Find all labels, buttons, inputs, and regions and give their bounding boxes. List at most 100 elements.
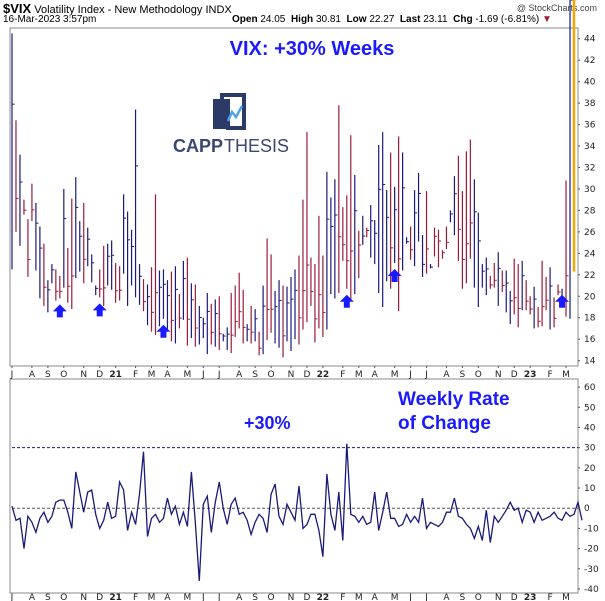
chg-value: -1.69 (-6.81%) bbox=[475, 14, 540, 25]
x-tick-label-lower: M bbox=[562, 593, 570, 601]
roc-tick-label: 10 bbox=[584, 484, 596, 494]
roc-tick-label: 0 bbox=[584, 504, 590, 514]
credit: @ StockCharts.com bbox=[516, 3, 597, 13]
last-value: 23.11 bbox=[423, 14, 448, 25]
x-tick-label-lower: S bbox=[45, 593, 51, 601]
x-tick-label-lower: M bbox=[183, 593, 191, 601]
up-arrow-icon bbox=[92, 303, 107, 317]
open-label: Open bbox=[232, 14, 258, 25]
price-tick-label: 30 bbox=[584, 185, 596, 195]
price-panel bbox=[9, 27, 579, 367]
x-tick-label: J bbox=[408, 370, 412, 380]
quote-line: Open 24.05 High 30.81 Low 22.27 Last 23.… bbox=[232, 14, 552, 25]
x-tick-label: A bbox=[164, 370, 171, 380]
low-label: Low bbox=[346, 14, 367, 25]
up-arrow-icon bbox=[555, 294, 570, 308]
roc-tick-label: -40 bbox=[584, 585, 599, 595]
price-tick-label: 28 bbox=[584, 206, 596, 216]
x-tick-label-lower: N bbox=[495, 593, 502, 601]
x-tick-label: M bbox=[355, 370, 363, 380]
x-tick-label: 22 bbox=[317, 370, 330, 380]
logo-text-a: CAPP bbox=[173, 136, 223, 156]
x-tick-label: M bbox=[148, 370, 156, 380]
exchange: INDX bbox=[205, 4, 232, 16]
x-tick-label-lower: S bbox=[252, 593, 258, 601]
plus30-label: +30% bbox=[244, 413, 291, 433]
x-tick-label: A bbox=[236, 370, 243, 380]
roc-axis: -40 -30 -20 -10 0 10 20 30 40 50 60 bbox=[578, 383, 599, 595]
price-tick-label: 40 bbox=[584, 78, 596, 88]
roc-tick-label: -20 bbox=[584, 545, 599, 555]
x-tick-label-lower: A bbox=[236, 593, 243, 601]
logo-mark-frame bbox=[220, 93, 246, 130]
logo-text-b: THESIS bbox=[224, 136, 289, 156]
x-tick-label-lower: J bbox=[10, 593, 14, 601]
x-tick-label: 21 bbox=[109, 370, 122, 380]
up-arrow-icon bbox=[387, 268, 402, 282]
header-line1: $VIX Volatility Index - New Methodology … bbox=[3, 1, 232, 16]
x-tick-label: M bbox=[391, 370, 399, 380]
low-value: 22.27 bbox=[369, 14, 395, 25]
x-tick-label-lower: A bbox=[372, 593, 379, 601]
symbol: $VIX bbox=[3, 1, 32, 16]
roc-series bbox=[11, 443, 583, 581]
price-tick-label: 36 bbox=[584, 121, 596, 131]
x-tick-label-lower: O bbox=[60, 593, 67, 601]
roc-tick-label: -30 bbox=[584, 565, 599, 575]
x-tick-label: S bbox=[45, 370, 51, 380]
x-tick-label: M bbox=[183, 370, 191, 380]
roc-tick-label: 60 bbox=[584, 383, 596, 393]
x-tick-label: N bbox=[80, 370, 87, 380]
x-tick-label: O bbox=[268, 370, 275, 380]
x-tick-label-lower: F bbox=[340, 593, 345, 601]
x-tick-label-lower: 23 bbox=[524, 593, 537, 601]
price-tick-label: 16 bbox=[584, 335, 596, 345]
x-tick-label-lower: A bbox=[443, 593, 450, 601]
x-tick-label-lower: F bbox=[133, 593, 138, 601]
main-title: VIX: +30% Weeks bbox=[230, 38, 395, 60]
x-tick-label-lower: M bbox=[148, 593, 156, 601]
x-tick-label: J bbox=[10, 370, 14, 380]
x-tick-label-lower: O bbox=[475, 593, 482, 601]
high-value: 30.81 bbox=[315, 14, 341, 25]
price-tick-label: 42 bbox=[584, 56, 595, 66]
price-tick-label: 26 bbox=[584, 228, 596, 238]
x-tick-label-lower: J bbox=[217, 593, 221, 601]
index-name: Volatility Index - New Methodology bbox=[34, 4, 203, 16]
x-tick-label: J bbox=[201, 370, 205, 380]
arrows bbox=[52, 268, 570, 338]
high-label: High bbox=[290, 14, 314, 25]
x-axis: JJAASSOONNDD2121FFMMAAMMJJJJAASSOONNDD22… bbox=[10, 366, 570, 601]
x-tick-label-lower: N bbox=[80, 593, 87, 601]
price-tick-label: 22 bbox=[584, 271, 595, 281]
up-arrow-icon bbox=[339, 294, 354, 308]
x-tick-label-lower: O bbox=[268, 593, 275, 601]
x-tick-label: F bbox=[133, 370, 138, 380]
down-triangle-icon: ▼ bbox=[542, 14, 552, 25]
x-tick-label-lower: M bbox=[355, 593, 363, 601]
up-arrow-icon bbox=[52, 304, 67, 318]
open-value: 24.05 bbox=[260, 14, 286, 25]
logo-mark-left bbox=[213, 99, 228, 129]
x-tick-label: N bbox=[288, 370, 295, 380]
x-tick-label: D bbox=[96, 370, 103, 380]
roc-panel bbox=[9, 378, 579, 594]
price-tick-label: 34 bbox=[584, 142, 596, 152]
capp-thesis-logo: CAPP THESIS bbox=[173, 93, 289, 156]
x-tick-label-lower: D bbox=[303, 593, 310, 601]
roc-tick-label: -10 bbox=[584, 524, 599, 534]
x-tick-label: A bbox=[372, 370, 379, 380]
price-tick-label: 38 bbox=[584, 99, 596, 109]
roc-title-line2: of Change bbox=[398, 413, 491, 434]
x-tick-label: F bbox=[547, 370, 552, 380]
price-tick-label: 44 bbox=[584, 35, 596, 45]
price-tick-label: 18 bbox=[584, 314, 596, 324]
datetime: 16-Mar-2023 3:57pm bbox=[3, 14, 97, 25]
x-tick-label-lower: N bbox=[288, 593, 295, 601]
x-tick-label: F bbox=[340, 370, 345, 380]
x-tick-label: D bbox=[303, 370, 310, 380]
price-tick-label: 24 bbox=[584, 249, 596, 259]
roc-line bbox=[11, 443, 583, 581]
x-tick-label-lower: M bbox=[391, 593, 399, 601]
